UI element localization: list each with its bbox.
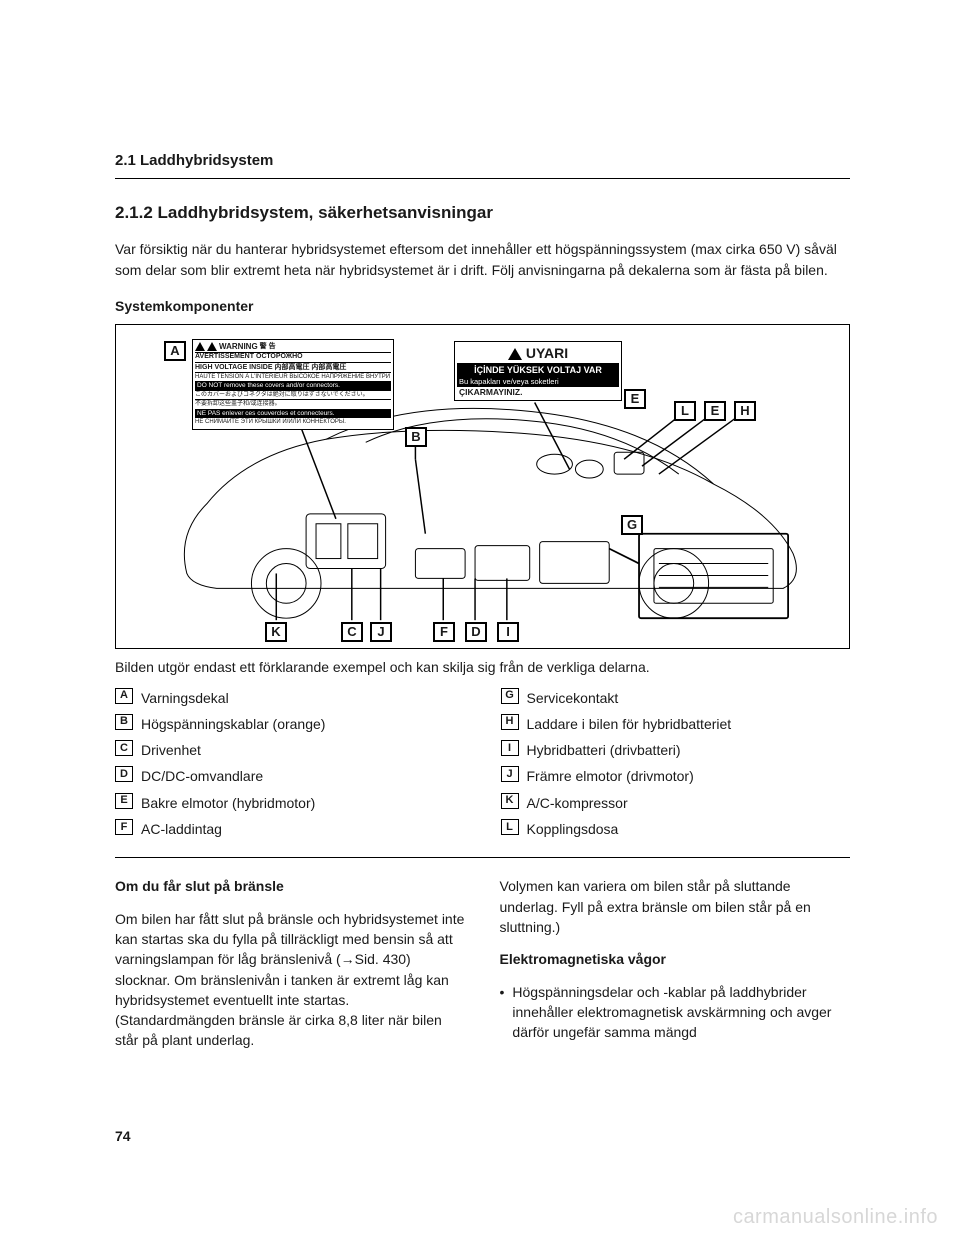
legend-text: Varningsdekal bbox=[141, 688, 229, 708]
diagram-key-G: G bbox=[621, 515, 643, 535]
legend-text: Hybridbatteri (drivbatteri) bbox=[527, 740, 681, 760]
legend-text: Bakre elmotor (hybridmotor) bbox=[141, 793, 315, 813]
legend-item: F AC-laddintag bbox=[115, 819, 465, 839]
diagram-key-C: C bbox=[341, 622, 363, 642]
legend-key: E bbox=[115, 793, 133, 809]
intro-paragraph: Var försiktig när du hanterar hybridsyst… bbox=[115, 239, 850, 280]
legend-item: A Varningsdekal bbox=[115, 688, 465, 708]
page-number: 74 bbox=[115, 1126, 131, 1146]
bullet-text: Högspänningsdelar och -kablar på laddhyb… bbox=[512, 982, 850, 1043]
hv-ru: ВЫСОКОЕ НАПРЯЖЕНИЕ ВНУТРИ bbox=[289, 374, 390, 380]
divider bbox=[115, 857, 850, 858]
legend-key: F bbox=[115, 819, 133, 835]
legend-key: C bbox=[115, 740, 133, 756]
warning-jp: 警 告 bbox=[260, 343, 276, 350]
legend-text: Servicekontakt bbox=[527, 688, 619, 708]
hv-jp: 内部高電圧 内部高電圧 bbox=[274, 364, 346, 371]
legend-key: H bbox=[501, 714, 519, 730]
legend-text: Drivenhet bbox=[141, 740, 201, 760]
legend-text: AC-laddintag bbox=[141, 819, 222, 839]
diagram-key-I: I bbox=[497, 622, 519, 642]
bullet-dot-icon: • bbox=[500, 982, 505, 1043]
do-not-en: DO NOT remove these covers and/or connec… bbox=[195, 382, 391, 391]
legend-item: L Kopplingsdosa bbox=[501, 819, 851, 839]
legend-item: B Högspänningskablar (orange) bbox=[115, 714, 465, 734]
legend-key: J bbox=[501, 766, 519, 782]
legend-text: Högspänningskablar (orange) bbox=[141, 714, 325, 734]
uyari-bot2: ÇIKARMAYINIZ. bbox=[457, 387, 619, 398]
diagram-key-L: L bbox=[674, 401, 696, 421]
legend-item: K A/C-kompressor bbox=[501, 793, 851, 813]
warning-triangle-icon bbox=[207, 342, 217, 351]
legend-key: D bbox=[115, 766, 133, 782]
watermark: carmanualsonline.info bbox=[733, 1203, 938, 1232]
legend-key: B bbox=[115, 714, 133, 730]
legend-text: DC/DC-omvandlare bbox=[141, 766, 263, 786]
do-not-fr: NE PAS enlever ces couvercles et connect… bbox=[195, 410, 391, 419]
legend-item: C Drivenhet bbox=[115, 740, 465, 760]
legend-grid: A Varningsdekal G Servicekontakt B Högspänn… bbox=[115, 688, 850, 840]
diagram-caption: Bilden utgör endast ett förklarande exem… bbox=[115, 657, 850, 677]
left-col-paragraph: Om bilen har fått slut på bränsle och hy… bbox=[115, 909, 466, 1051]
diagram-key-H: H bbox=[734, 401, 756, 421]
legend-key: K bbox=[501, 793, 519, 809]
uyari-text: UYARI bbox=[526, 346, 568, 361]
hv-fr: HAUTE TENSION À L'INTÉRIEUR bbox=[195, 374, 288, 380]
section-header: 2.1 Laddhybridsystem bbox=[115, 150, 850, 179]
hv-en: HIGH VOLTAGE INSIDE bbox=[195, 364, 273, 371]
left-column: Om du får slut på bränsle Om bilen har f… bbox=[115, 876, 466, 1062]
warning-en: WARNING bbox=[219, 343, 258, 351]
diagram-key-K: K bbox=[265, 622, 287, 642]
diagram-key-E: E bbox=[624, 389, 646, 409]
right-col-heading: Elektromagnetiska vågor bbox=[500, 949, 851, 969]
right-column: Volymen kan variera om bilen står på slu… bbox=[500, 876, 851, 1062]
legend-key: A bbox=[115, 688, 133, 704]
legend-item: J Främre elmotor (drivmotor) bbox=[501, 766, 851, 786]
legend-item: H Laddare i bilen för hybridbatteriet bbox=[501, 714, 851, 734]
left-col-heading: Om du får slut på bränsle bbox=[115, 876, 466, 896]
diagram-key-J: J bbox=[370, 622, 392, 642]
legend-item: D DC/DC-omvandlare bbox=[115, 766, 465, 786]
legend-item: E Bakre elmotor (hybridmotor) bbox=[115, 793, 465, 813]
warning-triangle-icon bbox=[508, 348, 522, 360]
legend-text: A/C-kompressor bbox=[527, 793, 628, 813]
warning-label-e: UYARI İÇİNDE YÜKSEK VOLTAJ VAR Bu kapakl… bbox=[454, 341, 622, 401]
do-not-cn: 不要拆卸这些盖子和/或连接器。 bbox=[195, 400, 391, 409]
legend-text: Kopplingsdosa bbox=[527, 819, 619, 839]
diagram-key-E2: E bbox=[704, 401, 726, 421]
do-not-jp: このカバーおよびコネクタは絶対に取りはずさないでください。 bbox=[195, 391, 391, 400]
system-diagram: WARNING 警 告 AVERTISSEMENT ОСТОРОЖНО HIGH… bbox=[115, 324, 850, 649]
bullet-item: • Högspänningsdelar och -kablar på laddh… bbox=[500, 982, 851, 1043]
diagram-key-B: B bbox=[405, 427, 427, 447]
legend-key: L bbox=[501, 819, 519, 835]
legend-key: I bbox=[501, 740, 519, 756]
diagram-key-F: F bbox=[433, 622, 455, 642]
warning-fr: AVERTISSEMENT bbox=[195, 353, 254, 360]
uyari-mid: İÇİNDE YÜKSEK VOLTAJ VAR bbox=[457, 364, 619, 377]
components-heading: Systemkomponenter bbox=[115, 296, 850, 316]
uyari-bot1: Bu kapakları ve/veya soketleri bbox=[457, 377, 619, 387]
legend-item: G Servicekontakt bbox=[501, 688, 851, 708]
warning-label-a: WARNING 警 告 AVERTISSEMENT ОСТОРОЖНО HIGH… bbox=[192, 339, 394, 430]
two-column-body: Om du får slut på bränsle Om bilen har f… bbox=[115, 876, 850, 1062]
warning-triangle-icon bbox=[195, 342, 205, 351]
warning-ru: ОСТОРОЖНО bbox=[256, 353, 303, 360]
right-col-paragraph: Volymen kan variera om bilen står på slu… bbox=[500, 876, 851, 937]
legend-text: Främre elmotor (drivmotor) bbox=[527, 766, 694, 786]
legend-key: G bbox=[501, 688, 519, 704]
do-not-ru: НЕ СНИМАЙТЕ ЭТИ КРЫШКИ И/ИЛИ КОННЕКТОРЫ. bbox=[195, 418, 391, 426]
subsection-title: 2.1.2 Laddhybridsystem, säkerhetsanvisni… bbox=[115, 201, 850, 226]
legend-item: I Hybridbatteri (drivbatteri) bbox=[501, 740, 851, 760]
legend-text: Laddare i bilen för hybridbatteriet bbox=[527, 714, 732, 734]
diagram-key-A: A bbox=[164, 341, 186, 361]
diagram-key-D: D bbox=[465, 622, 487, 642]
